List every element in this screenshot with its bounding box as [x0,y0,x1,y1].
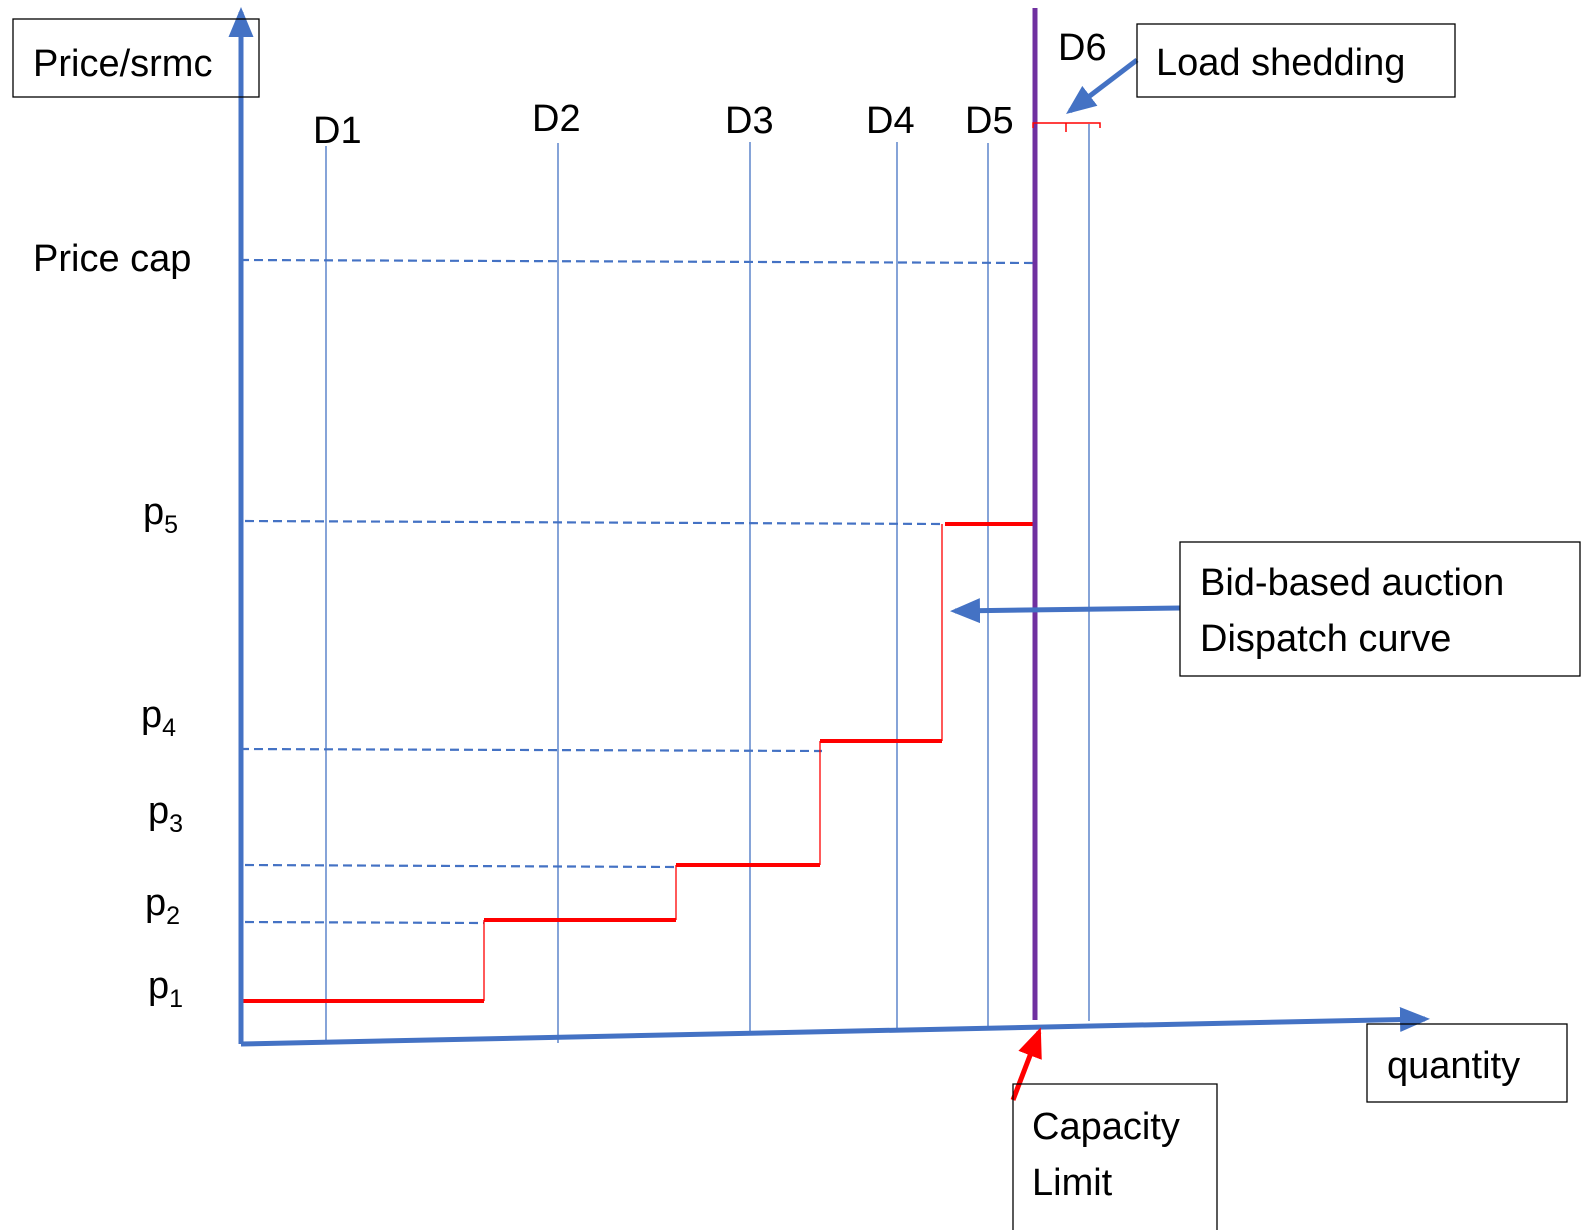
price-cap-label: Price cap [33,238,191,280]
price-label-p5: p5 [143,491,178,539]
dashed-line-p5 [244,519,946,526]
demand-label-d5: D5 [965,100,1014,142]
load-shedding-bracket [1032,122,1101,132]
dashed-line-p2 [244,920,485,925]
demand-label-d1: D1 [313,110,362,152]
capacity-limit-box [1012,1083,1218,1230]
price-label-p4: p4 [141,694,176,742]
bid-label-line2: Dispatch curve [1200,618,1451,660]
demand-label-d4: D4 [866,100,915,142]
dashed-line-price-cap [239,258,1036,265]
bid-label-line1: Bid-based auction [1200,562,1504,604]
demand-label-d3: D3 [725,100,774,142]
supply-step-curve [243,522,1033,1003]
demand-label-d2: D2 [532,98,581,140]
capacity-label-line2: Limit [1032,1162,1113,1204]
dashed-line-p3 [244,863,677,869]
load-shedding-label: Load shedding [1156,42,1405,84]
y-axis-label: Price/srmc [33,43,212,85]
demand-lines [325,124,1090,1043]
price-label-p3: p3 [148,790,183,838]
x-axis-label: quantity [1387,1045,1520,1087]
y-axis-label-box [12,18,260,98]
bid-curve-box [1179,541,1581,677]
price-dashed-lines [239,258,1036,925]
x-axis [240,1007,1430,1047]
load-shedding-arrow [1066,58,1139,115]
price-label-p1: p1 [148,965,183,1013]
dashed-line-p4 [239,747,823,753]
price-label-p2: p2 [145,882,180,930]
axes [228,7,1430,1047]
demand-label-d6: D6 [1058,27,1107,69]
capacity-label-line1: Capacity [1032,1106,1180,1148]
load-shedding-box [1136,23,1456,98]
dispatch-curve-arrow [950,598,1181,624]
x-axis-label-box [1366,1023,1568,1103]
capacity-arrow [1010,1027,1042,1101]
